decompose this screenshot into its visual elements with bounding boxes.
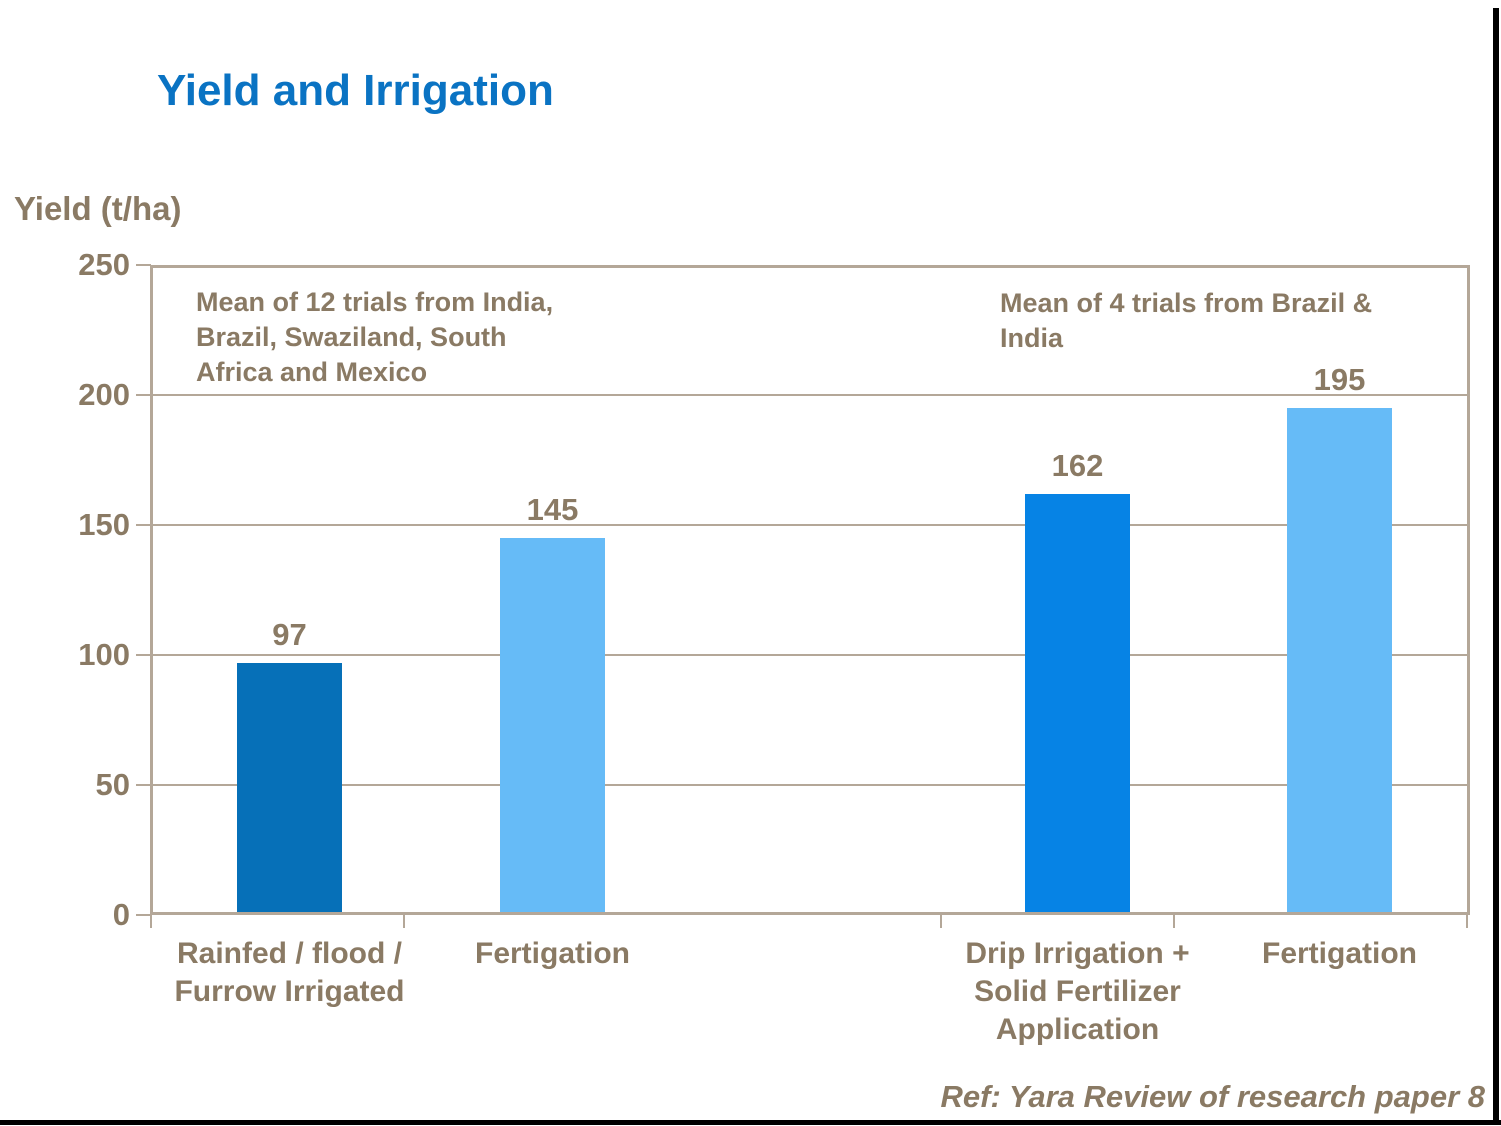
y-tick-label: 0 [112, 897, 130, 932]
y-tick-label: 200 [78, 377, 130, 412]
x-axis-tick [1173, 915, 1175, 928]
y-tick-label: 50 [95, 767, 130, 802]
reference-text: Ref: Yara Review of research paper 8 [940, 1079, 1485, 1114]
y-tick-label: 250 [78, 247, 130, 282]
y-axis-title: Yield (t/ha) [14, 190, 182, 227]
bar [1287, 408, 1392, 912]
y-tick-label: 150 [78, 507, 130, 542]
bar-value-label: 162 [1051, 448, 1104, 483]
page-title: Yield and Irrigation [157, 66, 554, 115]
bar-value-label: 97 [272, 617, 307, 652]
y-axis-tick [136, 524, 151, 526]
bar [237, 663, 342, 912]
plot-area [150, 265, 1470, 915]
slide-border-right [1493, 8, 1499, 1120]
y-axis-tick [136, 784, 151, 786]
bar [1025, 494, 1130, 912]
slide-border-bottom [0, 1120, 1501, 1125]
y-tick-label: 100 [78, 637, 130, 672]
x-category-label: Fertigation [475, 937, 630, 970]
x-category-label: Fertigation [1262, 937, 1417, 970]
bar-value-label: 195 [1313, 362, 1366, 397]
bar-value-label: 145 [526, 492, 579, 527]
y-axis-tick [136, 394, 151, 396]
bar [500, 538, 605, 912]
chart-annotation: Mean of 4 trials from Brazil & India [1000, 288, 1373, 353]
x-axis-tick [940, 915, 942, 928]
gridline [153, 394, 1467, 396]
x-axis-tick [150, 915, 152, 928]
y-axis-tick [136, 264, 151, 266]
gridline [153, 524, 1467, 526]
y-axis-tick [136, 914, 151, 916]
gridline [153, 654, 1467, 656]
x-axis-tick [403, 915, 405, 928]
gridline [153, 784, 1467, 786]
x-category-label: Drip Irrigation + Solid Fertilizer Appli… [965, 937, 1190, 1046]
y-axis-tick [136, 654, 151, 656]
x-axis-tick [1466, 915, 1468, 928]
chart-annotation: Mean of 12 trials from India, Brazil, Sw… [196, 287, 554, 387]
x-category-label: Rainfed / flood / Furrow Irrigated [174, 937, 405, 1008]
